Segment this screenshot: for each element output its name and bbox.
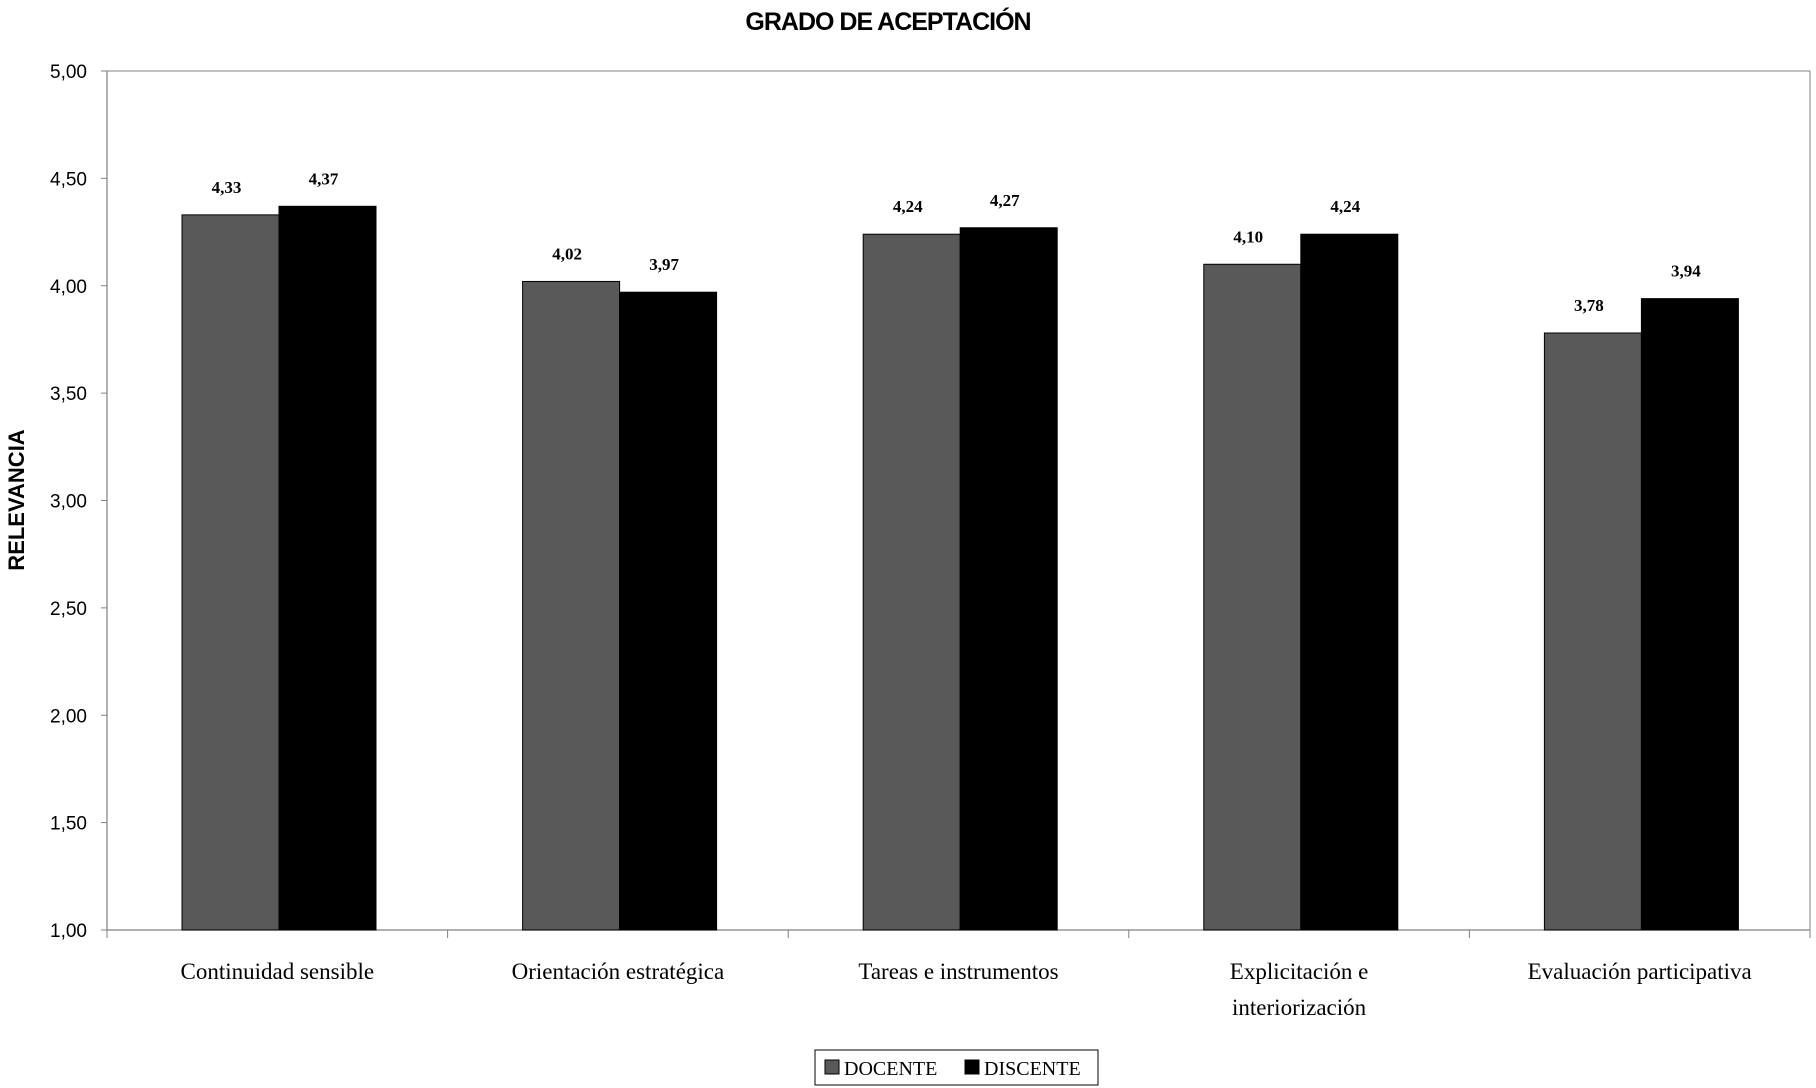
bar-docente [522, 280, 621, 931]
bar-docente [1203, 263, 1302, 931]
data-label: 4,24 [1330, 197, 1360, 216]
legend-label-discente: DISCENTE [984, 1058, 1081, 1080]
bar-docente [1543, 332, 1642, 931]
bar-discente [1640, 298, 1739, 931]
y-tick-label: 1,00 [50, 921, 87, 942]
x-category-label: Continuidad sensible [181, 959, 375, 984]
x-category-label: Tareas e instrumentos [858, 959, 1058, 984]
y-tick-label: 4,00 [50, 277, 87, 298]
bar-discente [959, 227, 1058, 931]
y-tick-label: 1,50 [50, 814, 87, 835]
y-tick-label: 5,00 [50, 62, 87, 83]
bar-docente [862, 233, 961, 931]
data-label: 4,02 [552, 244, 582, 263]
bar-discente [619, 291, 718, 931]
y-tick-label: 3,50 [50, 384, 87, 405]
data-label: 3,78 [1574, 296, 1604, 315]
chart-title: GRADO DE ACEPTACIÓN [745, 6, 1030, 36]
data-label: 4,24 [893, 197, 923, 216]
legend-swatch-discente [964, 1059, 980, 1075]
data-label: 3,97 [649, 255, 679, 274]
y-tick-label: 2,00 [50, 706, 87, 727]
x-category-label: interiorización [1232, 995, 1367, 1020]
data-label: 4,27 [990, 191, 1020, 210]
y-tick-label: 2,50 [50, 599, 87, 620]
bar-discente [278, 205, 377, 931]
bar-discente [1300, 233, 1399, 931]
x-category-label: Explicitación e [1230, 959, 1369, 984]
bar-docente [181, 214, 280, 931]
legend-box [814, 1049, 1099, 1086]
x-category-label: Evaluación participativa [1528, 959, 1752, 984]
legend-swatch-docente [824, 1059, 840, 1075]
data-label: 4,37 [309, 169, 339, 188]
data-label: 4,33 [212, 178, 242, 197]
y-tick-label: 4,50 [50, 169, 87, 190]
x-category-label: Orientación estratégica [512, 959, 725, 984]
data-label: 3,94 [1671, 262, 1701, 281]
y-tick-label: 3,00 [50, 492, 87, 513]
data-label: 4,10 [1233, 227, 1263, 246]
legend-label-docente: DOCENTE [844, 1058, 937, 1080]
y-axis-label: RELEVANCIA [4, 429, 29, 570]
